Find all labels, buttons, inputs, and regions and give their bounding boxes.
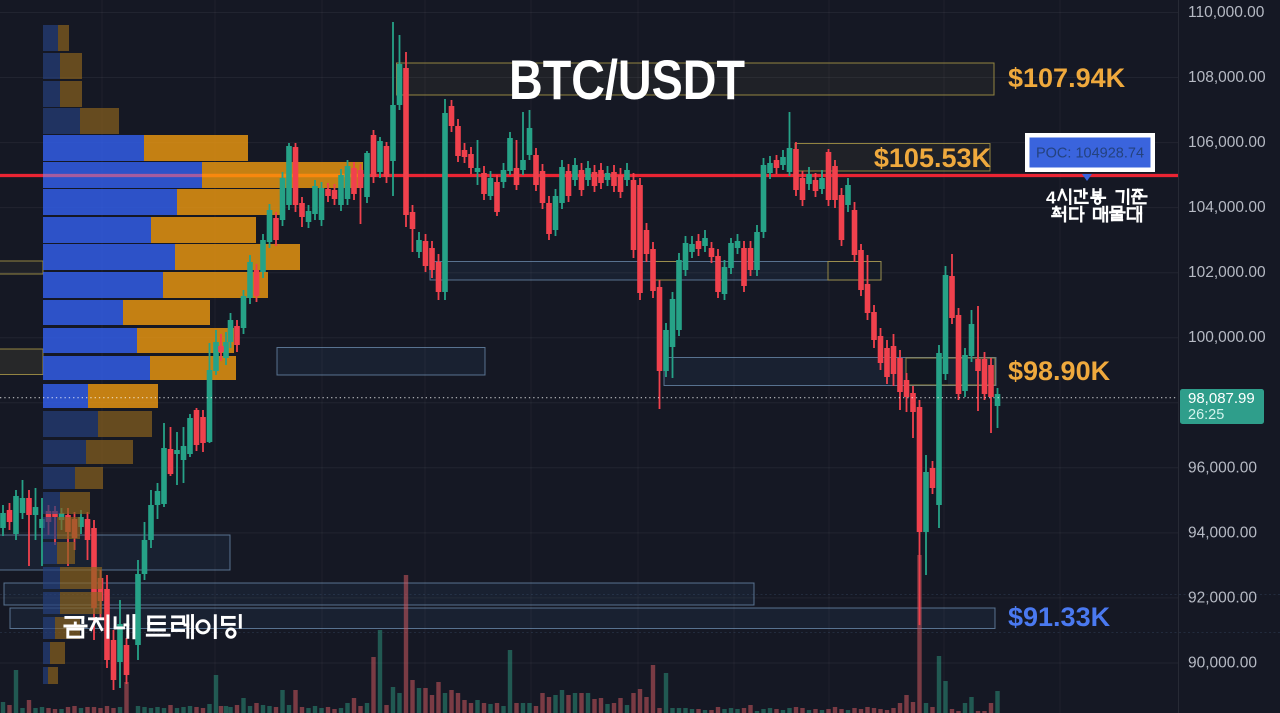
svg-text:$105.53K: $105.53K (874, 143, 992, 173)
svg-text:$107.94K: $107.94K (1008, 63, 1126, 93)
svg-text:104,000.00: 104,000.00 (1188, 199, 1266, 216)
svg-text:106,000.00: 106,000.00 (1188, 134, 1266, 151)
svg-text:90,000.00: 90,000.00 (1188, 655, 1257, 672)
svg-text:BTC/USDT: BTC/USDT (509, 48, 745, 111)
svg-text:98,087.99: 98,087.99 (1188, 390, 1255, 407)
svg-text:POC: 104928.74: POC: 104928.74 (1036, 146, 1144, 162)
svg-text:4: 4 (1046, 187, 1056, 207)
svg-text:96,000.00: 96,000.00 (1188, 459, 1257, 476)
svg-text:100,000.00: 100,000.00 (1188, 329, 1266, 346)
svg-text:108,000.00: 108,000.00 (1188, 69, 1266, 86)
svg-text:102,000.00: 102,000.00 (1188, 264, 1266, 281)
svg-text:94,000.00: 94,000.00 (1188, 524, 1257, 541)
svg-text:110,000.00: 110,000.00 (1188, 4, 1265, 21)
svg-text:26:25: 26:25 (1188, 407, 1224, 423)
svg-text:$98.90K: $98.90K (1008, 356, 1111, 386)
svg-text:$91.33K: $91.33K (1008, 602, 1111, 632)
svg-text:92,000.00: 92,000.00 (1188, 590, 1257, 607)
